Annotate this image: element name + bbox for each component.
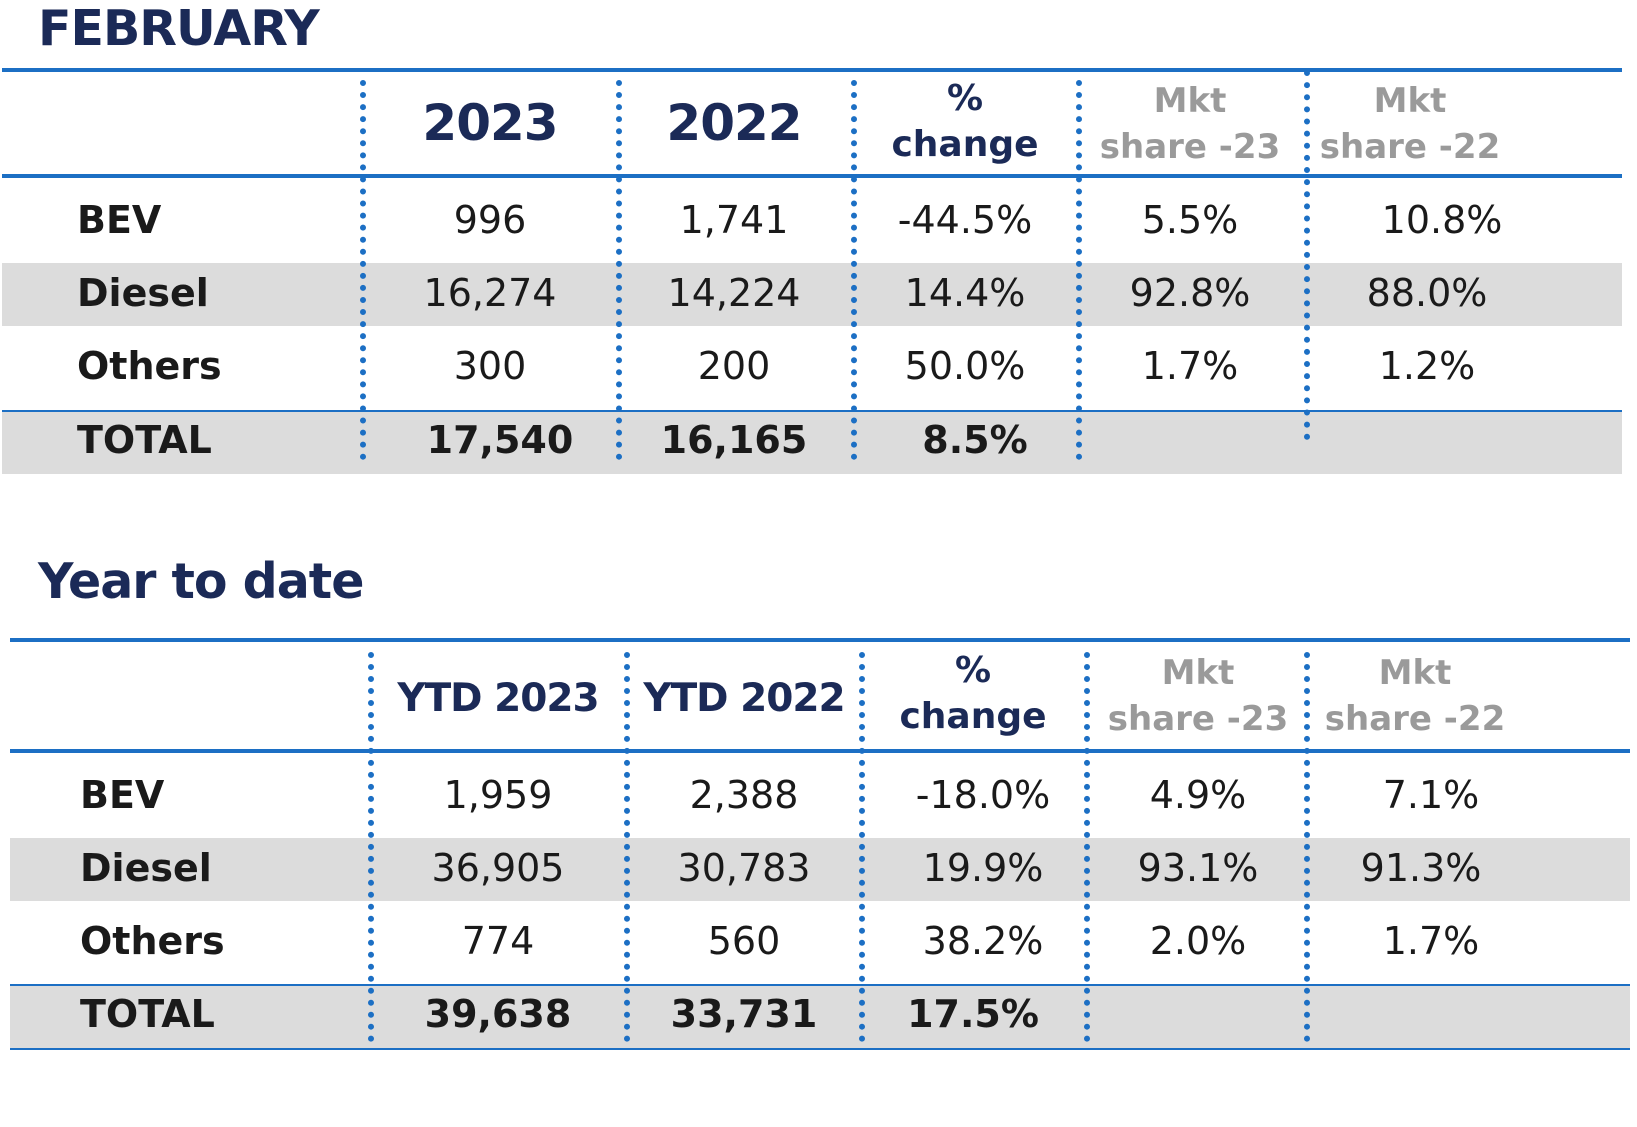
cell-value: 50.0% (904, 344, 1026, 388)
cell-value: 5.5% (1141, 198, 1239, 242)
header-bottom-rule (10, 749, 1630, 753)
column-divider (851, 80, 857, 460)
cell-value: 300 (453, 344, 527, 388)
row-label-diesel: Diesel (80, 846, 212, 890)
total-top-rule (10, 984, 1630, 986)
header-change-word: change (899, 696, 1047, 737)
header-bottom-rule (2, 174, 1622, 178)
cell-value: 774 (461, 919, 535, 963)
header-2022: 2022 (666, 94, 802, 152)
header-ytd-2022: YTD 2022 (643, 676, 845, 721)
ytd-title: Year to date (38, 553, 364, 610)
cell-value: -44.5% (897, 198, 1033, 242)
cell-value: 10.8% (1381, 198, 1503, 242)
cell-value: 91.3% (1360, 846, 1482, 890)
row-label-bev: BEV (80, 773, 165, 817)
column-divider (1304, 652, 1310, 1042)
header-mkt-word: Mkt (1378, 653, 1452, 693)
row-label-total: TOTAL (80, 992, 215, 1036)
cell-value: 560 (707, 919, 781, 963)
column-divider (859, 652, 865, 1042)
cell-value: 14,224 (667, 271, 801, 315)
header-pct-symbol: % (946, 78, 984, 119)
ytd-table: YTD 2023 YTD 2022 % change Mkt share -23… (10, 638, 1630, 1070)
february-table: 2023 2022 % change Mkt share -23 Mkt sha… (2, 68, 1622, 496)
header-change-word: change (891, 124, 1039, 165)
header-mkt-share-23: Mkt share -23 (1084, 78, 1296, 170)
row-label-others: Others (77, 344, 222, 388)
column-divider (360, 80, 366, 460)
cell-value: 1.7% (1141, 344, 1239, 388)
cell-value: 93.1% (1137, 846, 1259, 890)
header-share-22: share -22 (1319, 127, 1501, 167)
header-mkt-word: Mkt (1161, 653, 1235, 693)
header-mkt-share-23: Mkt share -23 (1092, 650, 1304, 742)
cell-value: 2.0% (1149, 919, 1247, 963)
cell-value: 1,959 (443, 773, 553, 817)
header-2023: 2023 (422, 94, 558, 152)
table-bottom-rule (10, 1048, 1630, 1050)
diesel-row-band (2, 263, 1622, 326)
total-value: 16,165 (660, 418, 808, 462)
header-mkt-word: Mkt (1373, 81, 1447, 121)
cell-value: 996 (453, 198, 527, 242)
header-pct-change: % change (860, 76, 1070, 168)
cell-value: 2,388 (689, 773, 799, 817)
header-mkt-share-22: Mkt share -22 (1310, 650, 1520, 742)
header-mkt-word: Mkt (1153, 81, 1227, 121)
table-top-rule (2, 68, 1622, 72)
header-pct-change: % change (868, 648, 1078, 740)
row-label-diesel: Diesel (77, 271, 209, 315)
column-divider (1076, 80, 1082, 460)
header-share-23: share -23 (1107, 699, 1289, 739)
header-pct-symbol: % (954, 650, 992, 691)
total-value: 33,731 (670, 992, 818, 1036)
cell-value: 36,905 (431, 846, 565, 890)
cell-value: 14.4% (904, 271, 1026, 315)
total-value: 17,540 (426, 418, 574, 462)
cell-value: 88.0% (1366, 271, 1488, 315)
diesel-row-band (10, 838, 1630, 901)
total-row-band (2, 412, 1622, 474)
cell-value: 4.9% (1149, 773, 1247, 817)
header-mkt-share-22: Mkt share -22 (1310, 78, 1510, 170)
cell-value: 1.2% (1378, 344, 1476, 388)
cell-value: 200 (697, 344, 771, 388)
cell-value: 19.9% (922, 846, 1044, 890)
column-divider (624, 652, 630, 1042)
cell-value: 1,741 (679, 198, 789, 242)
header-share-22: share -22 (1324, 699, 1506, 739)
cell-value: 38.2% (922, 919, 1044, 963)
cell-value: 7.1% (1382, 773, 1480, 817)
column-divider (368, 652, 374, 1042)
total-top-rule (2, 410, 1622, 412)
cell-value: 30,783 (677, 846, 811, 890)
header-share-23: share -23 (1099, 127, 1281, 167)
column-divider (616, 80, 622, 460)
column-divider (1304, 70, 1310, 440)
row-label-total: TOTAL (77, 418, 212, 462)
row-label-others: Others (80, 919, 225, 963)
total-value: 17.5% (907, 992, 1039, 1036)
total-value: 8.5% (922, 418, 1028, 462)
cell-value: 1.7% (1382, 919, 1480, 963)
cell-value: 16,274 (423, 271, 557, 315)
header-ytd-2023: YTD 2023 (397, 676, 599, 721)
table-top-rule (10, 638, 1630, 642)
total-value: 39,638 (424, 992, 572, 1036)
cell-value: 92.8% (1129, 271, 1251, 315)
february-title: FEBRUARY (38, 0, 320, 57)
total-row-band (10, 986, 1630, 1048)
column-divider (1084, 652, 1090, 1042)
cell-value: -18.0% (915, 773, 1051, 817)
row-label-bev: BEV (77, 198, 162, 242)
